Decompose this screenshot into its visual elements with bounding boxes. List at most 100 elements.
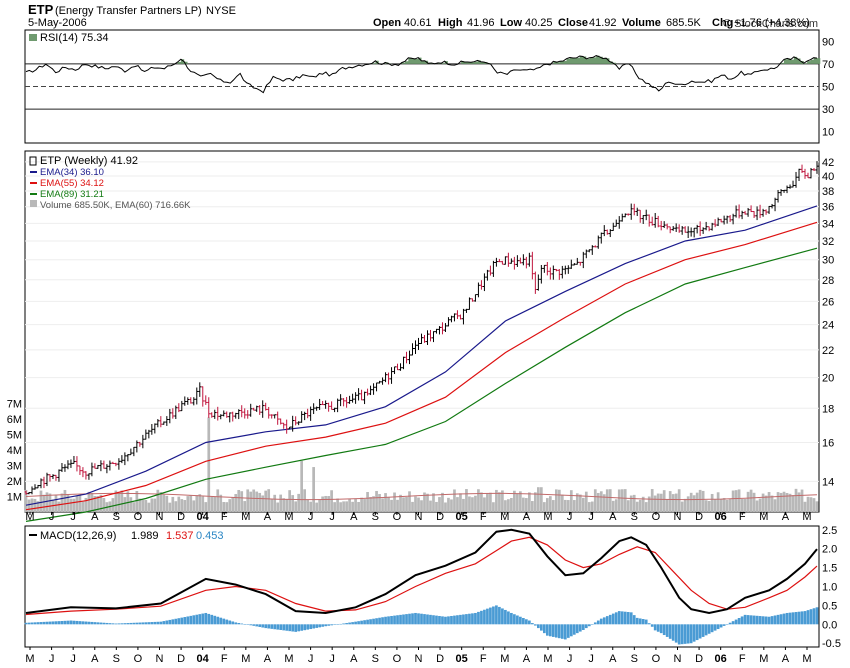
volume-bar (629, 495, 633, 512)
rsi-tick-label: 90 (822, 36, 834, 48)
rsi-layer (25, 55, 821, 110)
macd-histogram-bar (105, 622, 109, 625)
price-bar (303, 411, 307, 421)
macd-histogram-bar (132, 622, 136, 625)
volume-bar (297, 493, 301, 512)
volume-bar (315, 502, 318, 512)
price-bar (710, 222, 714, 231)
macd-histogram-bar (117, 623, 121, 625)
macd-histogram-bar (204, 612, 208, 625)
price-bar (381, 377, 385, 385)
company-name: (Energy Transfer Partners LP) (55, 5, 202, 17)
price-bar (563, 265, 567, 275)
price-bar (659, 220, 663, 231)
price-bar (656, 215, 660, 228)
volume-bar (806, 496, 810, 512)
volume-bar (393, 492, 396, 512)
volume-bar (432, 493, 435, 512)
volume-bar (102, 498, 106, 512)
rsi-label: RSI(14) 75.34 (29, 32, 108, 44)
price-bar (165, 416, 169, 426)
volume-bar (545, 498, 549, 512)
price-bar (686, 226, 690, 238)
price-bar (363, 391, 367, 405)
ema-line-ema89 (25, 247, 818, 522)
volume-tick-label: 7M (7, 399, 22, 411)
macd-histogram-bar (27, 622, 31, 625)
price-bar (476, 282, 480, 298)
price-tick-label: 16 (822, 438, 834, 450)
macd-histogram-bar (228, 620, 232, 625)
price-bar (560, 265, 564, 279)
price-bar (617, 216, 621, 229)
price-bar (324, 400, 328, 409)
price-bar (348, 395, 352, 404)
macd-histogram-bar (737, 618, 741, 625)
price-bar (494, 257, 498, 267)
price-bar (620, 213, 624, 222)
volume-bar (417, 497, 420, 512)
x-axis-label: M (543, 511, 552, 523)
volume-bar (240, 491, 244, 512)
macd-histogram-bar (656, 624, 660, 632)
macd-histogram-bar (471, 613, 474, 625)
price-tick-label: 14 (822, 476, 834, 488)
volume-tick-label: 3M (7, 461, 22, 473)
volume-bar (192, 500, 196, 512)
macd-histogram-bar (438, 615, 441, 625)
volume-label: Volume (622, 17, 661, 29)
price-bar (497, 258, 501, 263)
x-axis-label: A (264, 653, 272, 665)
macd-histogram-bar (429, 614, 432, 625)
price-bar (273, 414, 277, 419)
volume-bar (632, 494, 636, 512)
price-bar (396, 363, 400, 371)
macd-histogram-bar (590, 624, 594, 625)
macd-histogram-bar (522, 618, 525, 625)
macd-histogram-bar (432, 615, 435, 625)
macd-histogram-bar (806, 610, 810, 625)
volume-bar (54, 495, 58, 512)
volume-bar (282, 498, 286, 512)
price-bar (491, 260, 495, 277)
volume-bar (42, 494, 46, 512)
volume-legend: Volume 685.50K, EMA(60) 716.66K (40, 200, 191, 211)
x-axis-label: M (500, 653, 509, 665)
price-bar (479, 280, 483, 290)
volume-bar (689, 492, 693, 512)
price-bar (653, 213, 657, 228)
price-bar (24, 490, 28, 495)
price-tick-label: 40 (822, 171, 834, 183)
volume-bar (569, 490, 573, 512)
macd-histogram-bar (174, 618, 178, 625)
macd-histogram-bar (147, 622, 151, 625)
high-value: 41.96 (467, 17, 495, 29)
macd-histogram-bar (315, 624, 318, 628)
volume-bar (620, 489, 624, 512)
volume-bar (90, 493, 94, 512)
volume-bar (141, 499, 145, 512)
volume-bar (453, 489, 456, 512)
macd-histogram-bar (192, 615, 196, 625)
macd-histogram-bar (641, 619, 645, 625)
volume-bar (557, 489, 561, 512)
price-bar (770, 203, 774, 209)
volume-bar (189, 495, 193, 512)
price-bar (605, 229, 609, 235)
volume-bar (578, 494, 582, 512)
macd-histogram-bar (348, 622, 351, 625)
macd-histogram-bar (168, 619, 172, 625)
macd-histogram-bar (728, 622, 732, 625)
volume-bar (435, 501, 438, 512)
macd-legend: MACD(12,26,9) 1.989 1.537 0.453 (29, 530, 224, 542)
volume-tick-label: 2M (7, 476, 22, 488)
volume-bar (719, 498, 723, 512)
volume-bar (462, 498, 465, 512)
price-bar (408, 350, 412, 365)
macd-histogram-bar (620, 611, 624, 625)
volume-bar (522, 497, 525, 512)
price-bar (402, 356, 406, 370)
x-axis-label: F (480, 511, 487, 523)
volume-bar (707, 500, 711, 512)
volume-bar (731, 490, 735, 512)
